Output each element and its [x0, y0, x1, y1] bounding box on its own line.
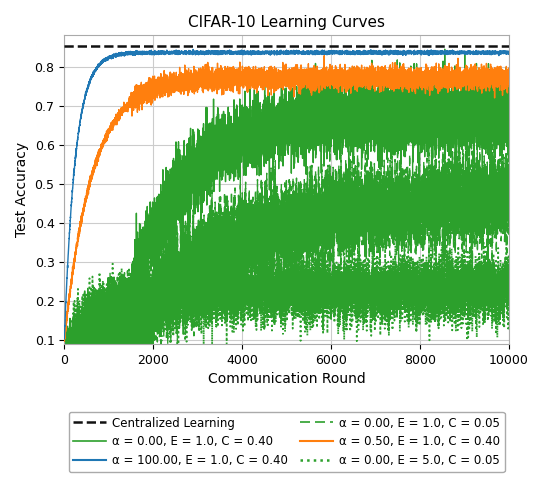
Legend: Centralized Learning, α = 0.00, E = 1.0, C = 0.40, α = 100.00, E = 1.0, C = 0.40: Centralized Learning, α = 0.00, E = 1.0,… [69, 412, 505, 472]
Y-axis label: Test Accuracy: Test Accuracy [15, 142, 29, 237]
Title: CIFAR-10 Learning Curves: CIFAR-10 Learning Curves [188, 15, 385, 30]
X-axis label: Communication Round: Communication Round [208, 372, 366, 386]
